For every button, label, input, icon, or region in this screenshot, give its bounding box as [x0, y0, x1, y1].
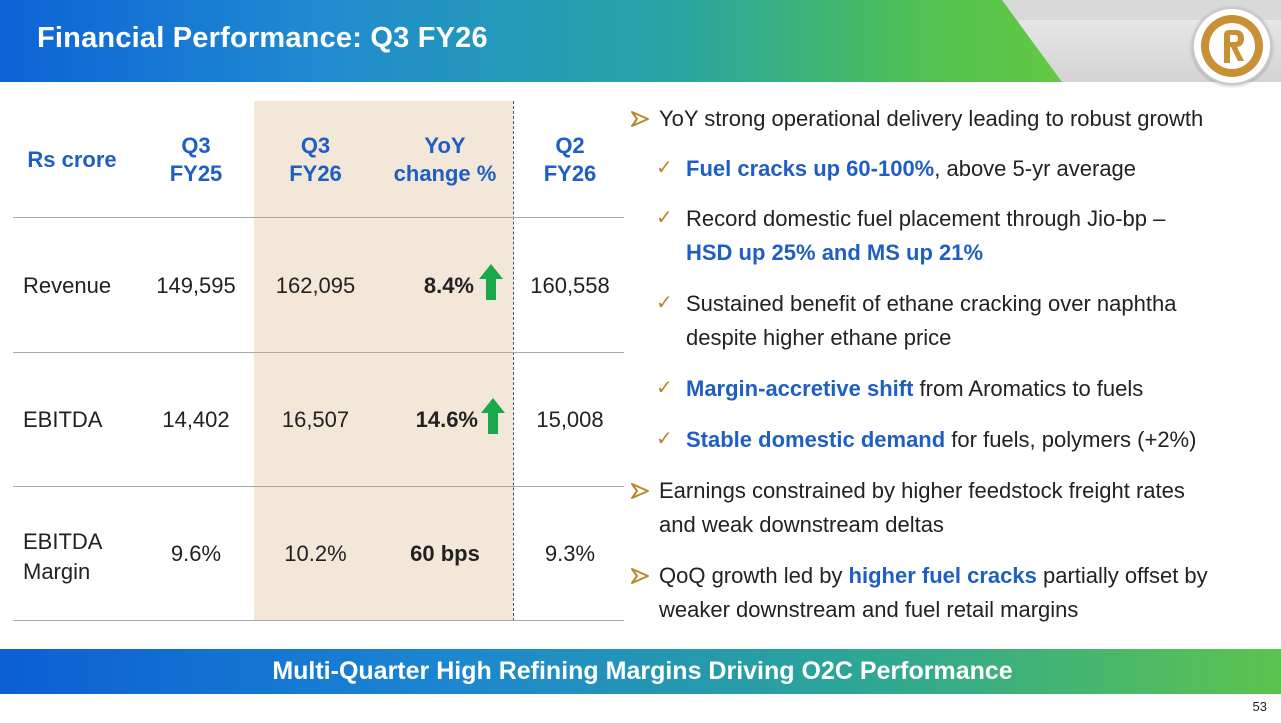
- table-rule: [13, 486, 624, 487]
- table-rule: [13, 352, 624, 353]
- table-cell: 162,095: [275, 273, 356, 298]
- row-label-revenue: Revenue: [23, 273, 112, 298]
- footer-banner-text: Multi-Quarter High Refining Margins Driv…: [272, 657, 1013, 685]
- check-icon: ✓: [656, 375, 673, 399]
- highlight-column-q3fy26: [254, 101, 513, 621]
- table-cell: 9.6%: [170, 541, 222, 566]
- check-icon: ✓: [656, 290, 673, 314]
- up-arrow-icon: [481, 398, 505, 434]
- sub-bullet-margin-shift: Margin-accretive shift from Aromatics to…: [686, 376, 1144, 401]
- bullet-qoq-growth: QoQ growth led by higher fuel cracks par…: [659, 563, 1208, 622]
- sub-bullet-fuel-placement: Record domestic fuel placement through J…: [686, 206, 1166, 265]
- up-arrow-icon: [479, 264, 503, 300]
- bullet-earnings-constrained: Earnings constrained by higher feedstock…: [659, 478, 1185, 537]
- table-cell-yoy: 8.4%: [423, 273, 474, 298]
- table-rule: [13, 620, 624, 621]
- footer-banner: [0, 649, 1281, 694]
- sub-bullet-domestic-demand: Stable domestic demand for fuels, polyme…: [686, 427, 1197, 452]
- sub-bullet-ethane-cracking: Sustained benefit of ethane cracking ove…: [686, 291, 1177, 350]
- arrow-bullet-icon: [631, 568, 649, 584]
- table-cell: 10.2%: [284, 541, 347, 566]
- column-header-q3fy25: Q3 FY25: [169, 133, 223, 186]
- bullet-yoy-growth: YoY strong operational delivery leading …: [659, 106, 1204, 131]
- arrow-bullet-icon: [631, 483, 649, 499]
- table-cell: 160,558: [530, 273, 610, 298]
- column-header-q2fy26: Q2 FY26: [543, 133, 597, 186]
- page-number: 53: [1252, 699, 1267, 714]
- table-cell: 15,008: [536, 407, 604, 432]
- table-cell: 16,507: [281, 407, 350, 432]
- table-cell-yoy: 60 bps: [410, 541, 480, 566]
- table-rule: [13, 217, 624, 218]
- check-icon: ✓: [656, 205, 673, 229]
- sub-bullet-fuel-cracks: Fuel cracks up 60-100%, above 5-yr avera…: [686, 156, 1137, 181]
- header-banner: [0, 0, 1062, 82]
- table-cell: 149,595: [156, 273, 236, 298]
- table-cell-yoy: 14.6%: [415, 407, 478, 432]
- table-cell: 14,402: [162, 407, 230, 432]
- check-icon: ✓: [656, 426, 673, 450]
- arrow-bullet-icon: [631, 111, 649, 127]
- table-cell: 9.3%: [544, 541, 596, 566]
- column-header-yoy: YoY change %: [393, 133, 497, 186]
- column-header-q3fy26: Q3 FY26: [289, 133, 342, 186]
- check-icon: ✓: [656, 155, 673, 179]
- row-label-ebitda: EBITDA: [23, 407, 103, 432]
- page-title: Financial Performance: Q3 FY26: [37, 22, 488, 54]
- unit-label: Rs crore: [27, 147, 117, 172]
- column-divider: [513, 101, 514, 621]
- company-logo-icon: [1192, 7, 1272, 85]
- row-label-ebitda-margin: EBITDA Margin: [23, 529, 103, 584]
